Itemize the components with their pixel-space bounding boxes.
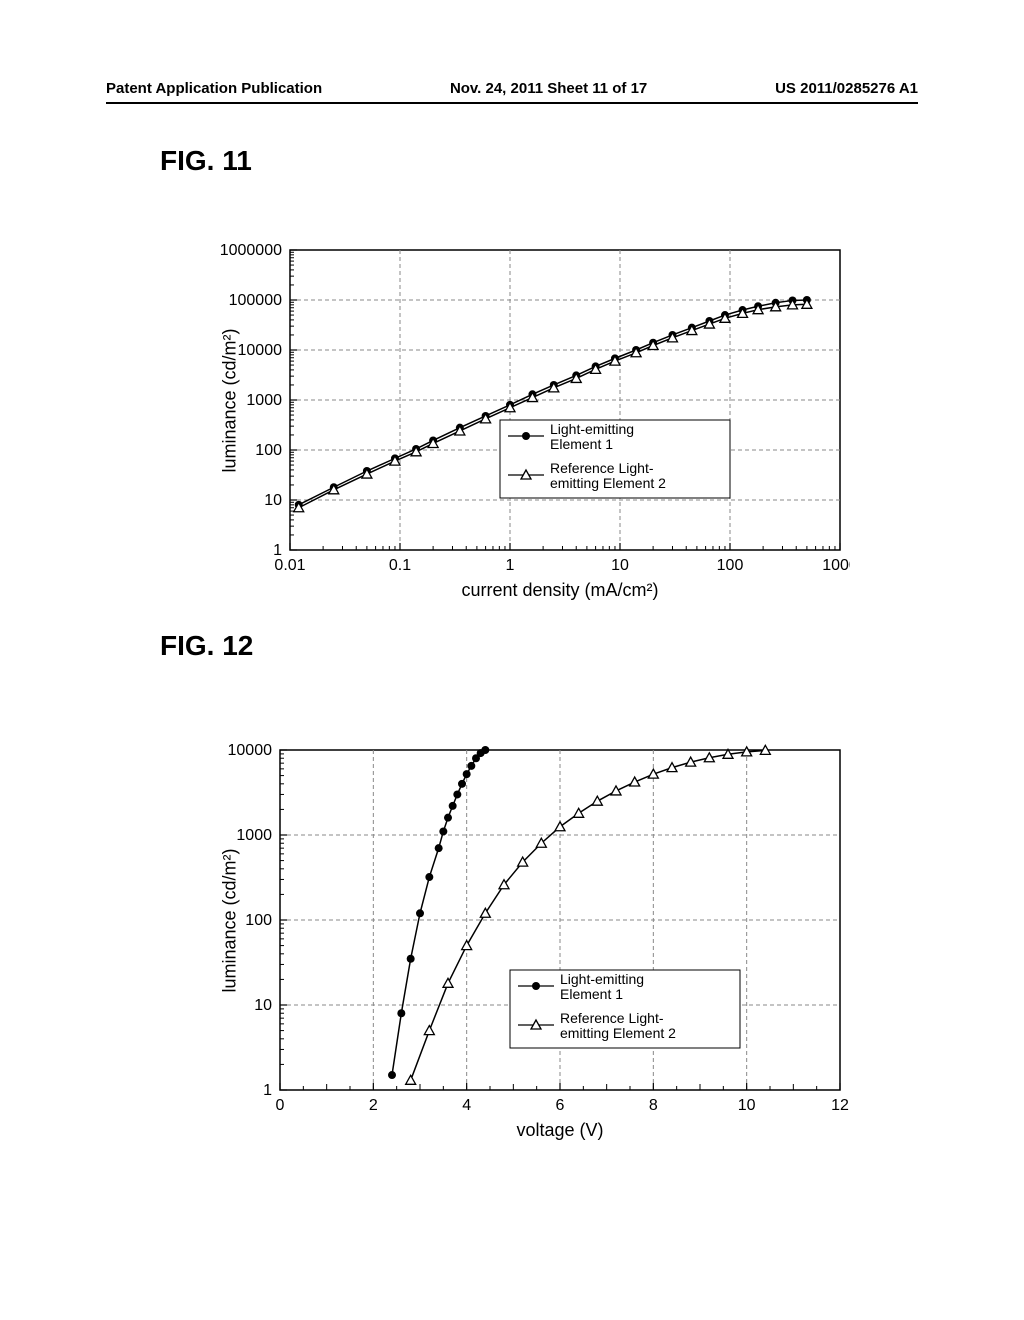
svg-text:0.01: 0.01 — [274, 557, 305, 574]
svg-text:Reference Light-: Reference Light- — [560, 1010, 664, 1026]
svg-text:2: 2 — [369, 1097, 378, 1114]
svg-text:10000: 10000 — [238, 342, 283, 359]
svg-text:100: 100 — [245, 912, 272, 929]
header-center: Nov. 24, 2011 Sheet 11 of 17 — [450, 80, 647, 102]
svg-text:100: 100 — [255, 442, 282, 459]
svg-text:8: 8 — [649, 1097, 658, 1114]
svg-text:10000: 10000 — [228, 742, 273, 759]
fig12-chart: luminance (cd/m²) 0 2 4 6 8 10 12 1 10 100 1000 100… — [190, 740, 850, 1140]
svg-text:1000: 1000 — [236, 827, 272, 844]
svg-text:emitting Element 2: emitting Element 2 — [550, 475, 666, 491]
svg-text:Element 1: Element 1 — [550, 436, 613, 452]
fig11-chart: luminance (cd/m²) 0.01 0.1 1 10 100 1000 1 10 10… — [190, 240, 850, 600]
svg-text:0.1: 0.1 — [389, 557, 411, 574]
svg-text:6: 6 — [556, 1097, 565, 1114]
svg-text:10: 10 — [264, 492, 282, 509]
svg-text:emitting Element 2: emitting Element 2 — [560, 1025, 676, 1041]
svg-text:10: 10 — [254, 997, 272, 1014]
fig11-ylabel: luminance (cd/m²) — [220, 311, 241, 491]
svg-text:4: 4 — [462, 1097, 471, 1114]
svg-text:1: 1 — [506, 557, 515, 574]
fig12-ylabel: luminance (cd/m²) — [220, 831, 241, 1011]
svg-text:Reference Light-: Reference Light- — [550, 460, 654, 476]
svg-text:0: 0 — [276, 1097, 285, 1114]
svg-text:10: 10 — [738, 1097, 756, 1114]
svg-text:10: 10 — [611, 557, 629, 574]
svg-text:Light-emitting: Light-emitting — [560, 971, 644, 987]
svg-text:1000: 1000 — [822, 557, 850, 574]
page: Patent Application Publication Nov. 24, … — [0, 0, 1024, 1320]
svg-text:1000000: 1000000 — [220, 242, 282, 259]
svg-text:Element 1: Element 1 — [560, 986, 623, 1002]
svg-text:100000: 100000 — [229, 292, 282, 309]
header-left: Patent Application Publication — [106, 80, 322, 102]
svg-text:1: 1 — [263, 1082, 272, 1099]
fig11-xlabel: current density (mA/cm²) — [410, 580, 710, 601]
svg-text:12: 12 — [831, 1097, 849, 1114]
svg-text:Light-emitting: Light-emitting — [550, 421, 634, 437]
header-right: US 2011/0285276 A1 — [775, 80, 918, 102]
svg-text:1: 1 — [273, 542, 282, 559]
fig12-svg: 0 2 4 6 8 10 12 1 10 100 1000 10000 Light-emittingEl… — [190, 740, 850, 1140]
fig11-label: FIG. 11 — [160, 145, 252, 177]
fig12-label: FIG. 12 — [160, 630, 253, 662]
fig12-xlabel: voltage (V) — [470, 1120, 650, 1141]
svg-text:100: 100 — [717, 557, 744, 574]
page-header: Patent Application Publication Nov. 24, … — [106, 80, 918, 104]
svg-text:1000: 1000 — [246, 392, 282, 409]
fig11-svg: 0.01 0.1 1 10 100 1000 1 10 100 1000 10000 100000 10… — [190, 240, 850, 600]
